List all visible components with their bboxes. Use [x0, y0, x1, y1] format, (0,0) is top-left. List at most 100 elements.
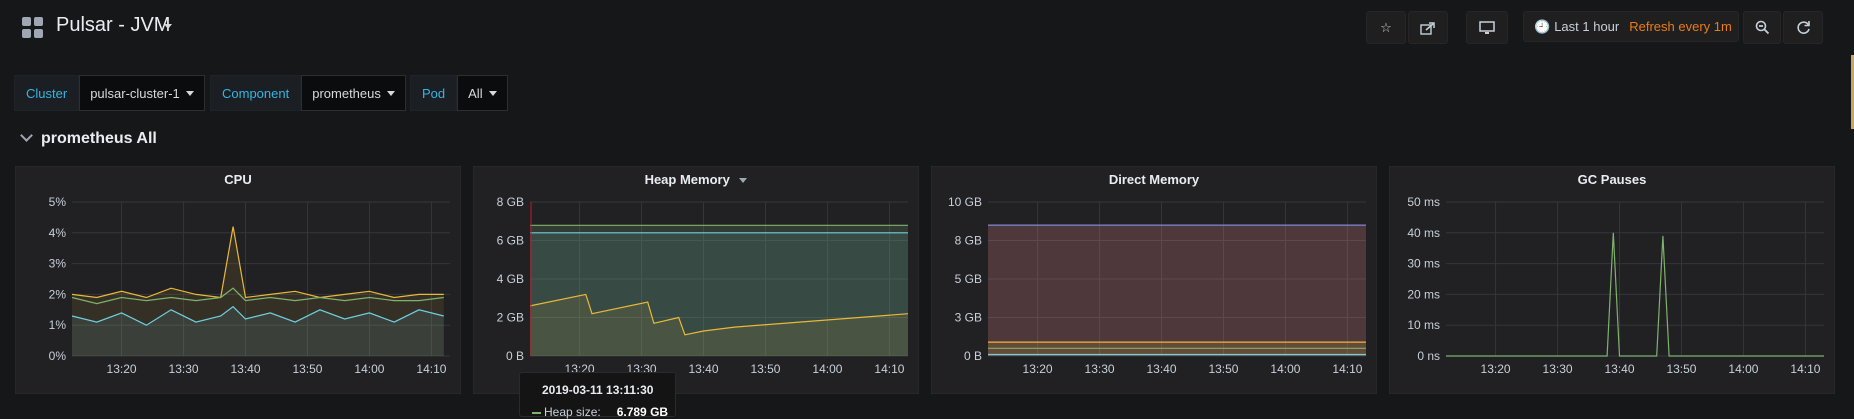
- panel-title[interactable]: CPU: [224, 172, 252, 187]
- chevron-down-icon[interactable]: [164, 24, 172, 29]
- y-tick-label: 8 GB: [955, 234, 982, 248]
- y-tick-label: 3 GB: [955, 311, 982, 325]
- x-tick-label: 13:40: [1604, 362, 1634, 376]
- variable-pod: Pod All: [410, 75, 508, 111]
- x-tick-label: 13:40: [688, 362, 718, 376]
- monitor-icon: [1479, 20, 1495, 34]
- y-tick-label: 0%: [49, 349, 67, 363]
- scrollbar-edge[interactable]: [1851, 55, 1854, 129]
- y-tick-label: 20 ms: [1407, 287, 1440, 301]
- y-tick-label: 4%: [49, 226, 67, 240]
- series-area: [530, 294, 908, 356]
- x-tick-label: 13:20: [1023, 362, 1053, 376]
- x-tick-label: 14:10: [1332, 362, 1362, 376]
- variable-label: Pod: [410, 75, 458, 111]
- cluster-select[interactable]: pulsar-cluster-1: [79, 75, 205, 111]
- y-tick-label: 1%: [49, 318, 67, 332]
- chart-svg[interactable]: 5% 4% 3% 2% 1% 0% 13:20 13:30 13:40 13:50 14:00 14:…: [16, 167, 460, 393]
- tooltip-series: Heap size:: [544, 405, 601, 419]
- variable-label: Component: [210, 75, 302, 111]
- y-tick-label: 0 B: [964, 349, 982, 363]
- series-area: [530, 232, 908, 356]
- series-line[interactable]: [71, 305, 444, 326]
- x-tick-label: 14:00: [354, 362, 384, 376]
- y-tick-label: 10 ms: [1407, 318, 1440, 332]
- refresh-icon: [1796, 21, 1810, 34]
- tooltip-time: 2019-03-11 13:11:30: [542, 383, 654, 397]
- refresh-button[interactable]: [1783, 11, 1823, 44]
- y-tick-label: 2%: [49, 287, 67, 301]
- variable-label: Cluster: [14, 75, 80, 111]
- series-line[interactable]: [71, 226, 444, 299]
- x-tick-label: 14:00: [1270, 362, 1300, 376]
- x-tick-label: 14:10: [416, 362, 446, 376]
- series-line[interactable]: [71, 287, 444, 305]
- series-area: [72, 306, 444, 356]
- y-tick-label: 0 B: [506, 349, 524, 363]
- zoom-out-button[interactable]: [1743, 11, 1781, 44]
- chart-svg[interactable]: 50 ms 40 ms 30 ms 20 ms 10 ms 0 ns 13:20 13:30 1…: [1390, 167, 1834, 393]
- variable-cluster: Cluster pulsar-cluster-1: [14, 75, 205, 111]
- y-tick-label: 6 GB: [497, 234, 524, 248]
- time-picker-button[interactable]: 🕘 Last 1 hour Refresh every 1m: [1523, 11, 1739, 42]
- x-tick-label: 14:00: [1728, 362, 1758, 376]
- x-tick-label: 13:30: [1085, 362, 1115, 376]
- series-line[interactable]: [529, 293, 909, 336]
- star-button[interactable]: ☆: [1366, 11, 1406, 44]
- graph-tooltip: 2019-03-11 13:11:30 Heap size: 6.789 GB: [519, 372, 676, 419]
- y-tick-label: 5%: [49, 195, 67, 209]
- chevron-down-icon: [20, 129, 33, 142]
- x-tick-label: 13:40: [1146, 362, 1176, 376]
- x-tick-label: 13:20: [107, 362, 137, 376]
- chart-svg[interactable]: 10 GB 8 GB 5 GB 3 GB 0 B 13:20 13:30 13:40 13:50…: [932, 167, 1376, 393]
- series-line[interactable]: [1446, 232, 1824, 357]
- tooltip-value: 6.789 GB: [616, 405, 669, 419]
- y-tick-label: 4 GB: [497, 272, 524, 286]
- variable-value: pulsar-cluster-1: [90, 85, 180, 101]
- panel-direct-memory: Direct Memory 10 GB 8 GB 5 GB 3 GB 0 B 13:20 1…: [931, 166, 1377, 394]
- star-icon: ☆: [1380, 19, 1392, 35]
- y-tick-label: 2 GB: [497, 311, 524, 325]
- dashboard-title[interactable]: Pulsar - JVM: [56, 14, 171, 36]
- caret-down-icon: [739, 178, 748, 184]
- x-tick-label: 14:10: [1790, 362, 1820, 376]
- tv-mode-button[interactable]: [1466, 11, 1508, 44]
- series-area: [530, 225, 908, 356]
- y-tick-label: 8 GB: [497, 195, 524, 209]
- series-area: [988, 225, 1366, 356]
- panel-heap-memory: Heap Memory 8 GB 6 GB 4 GB 2 GB 0 B 13:20 13:3…: [473, 166, 919, 394]
- y-tick-label: 40 ms: [1407, 226, 1440, 240]
- y-tick-label: 5 GB: [955, 272, 982, 286]
- x-tick-label: 13:30: [169, 362, 199, 376]
- zoom-out-icon: [1755, 20, 1769, 35]
- series-area: [72, 226, 444, 356]
- panel-title[interactable]: Heap Memory: [474, 172, 918, 187]
- share-icon: [1420, 21, 1435, 35]
- x-tick-label: 14:10: [874, 362, 904, 376]
- row-header[interactable]: prometheus All: [20, 129, 157, 148]
- x-tick-label: 13:50: [292, 362, 322, 376]
- clock-icon: 🕘: [1534, 18, 1551, 34]
- variable-value: prometheus: [312, 85, 381, 101]
- y-tick-label: 0 ns: [1417, 349, 1440, 363]
- y-tick-label: 10 GB: [948, 195, 982, 209]
- panel-title[interactable]: GC Pauses: [1577, 172, 1647, 187]
- refresh-interval-label: Refresh every 1m: [1629, 19, 1732, 34]
- x-tick-label: 13:30: [1543, 362, 1573, 376]
- pod-select[interactable]: All: [457, 75, 508, 111]
- series-swatch: [532, 411, 541, 414]
- y-tick-label: 3%: [49, 257, 67, 271]
- component-select[interactable]: prometheus: [301, 75, 406, 111]
- panel-title[interactable]: Direct Memory: [1108, 172, 1200, 187]
- x-tick-label: 13:50: [1208, 362, 1238, 376]
- row-title: prometheus All: [41, 130, 157, 147]
- chart-svg[interactable]: 8 GB6 GB4 GB2 GB0 B13:20 13:30 13:40 13:50 1…: [474, 167, 918, 393]
- caret-down-icon: [386, 90, 395, 96]
- dashboards-grid-icon[interactable]: [22, 17, 44, 39]
- tooltip-row: Heap size: 6.789 GB: [532, 405, 668, 419]
- panel-cpu: CPU 5% 4% 3% 2% 1% 0% 13:20 13:30 13:40 13:50 14:0…: [15, 166, 461, 394]
- x-tick-label: 13:20: [1481, 362, 1511, 376]
- top-navbar: Pulsar - JVM ☆ 🕘 Last 1 hour Refresh eve…: [0, 0, 1854, 60]
- share-button[interactable]: [1408, 11, 1448, 44]
- caret-down-icon: [185, 90, 194, 96]
